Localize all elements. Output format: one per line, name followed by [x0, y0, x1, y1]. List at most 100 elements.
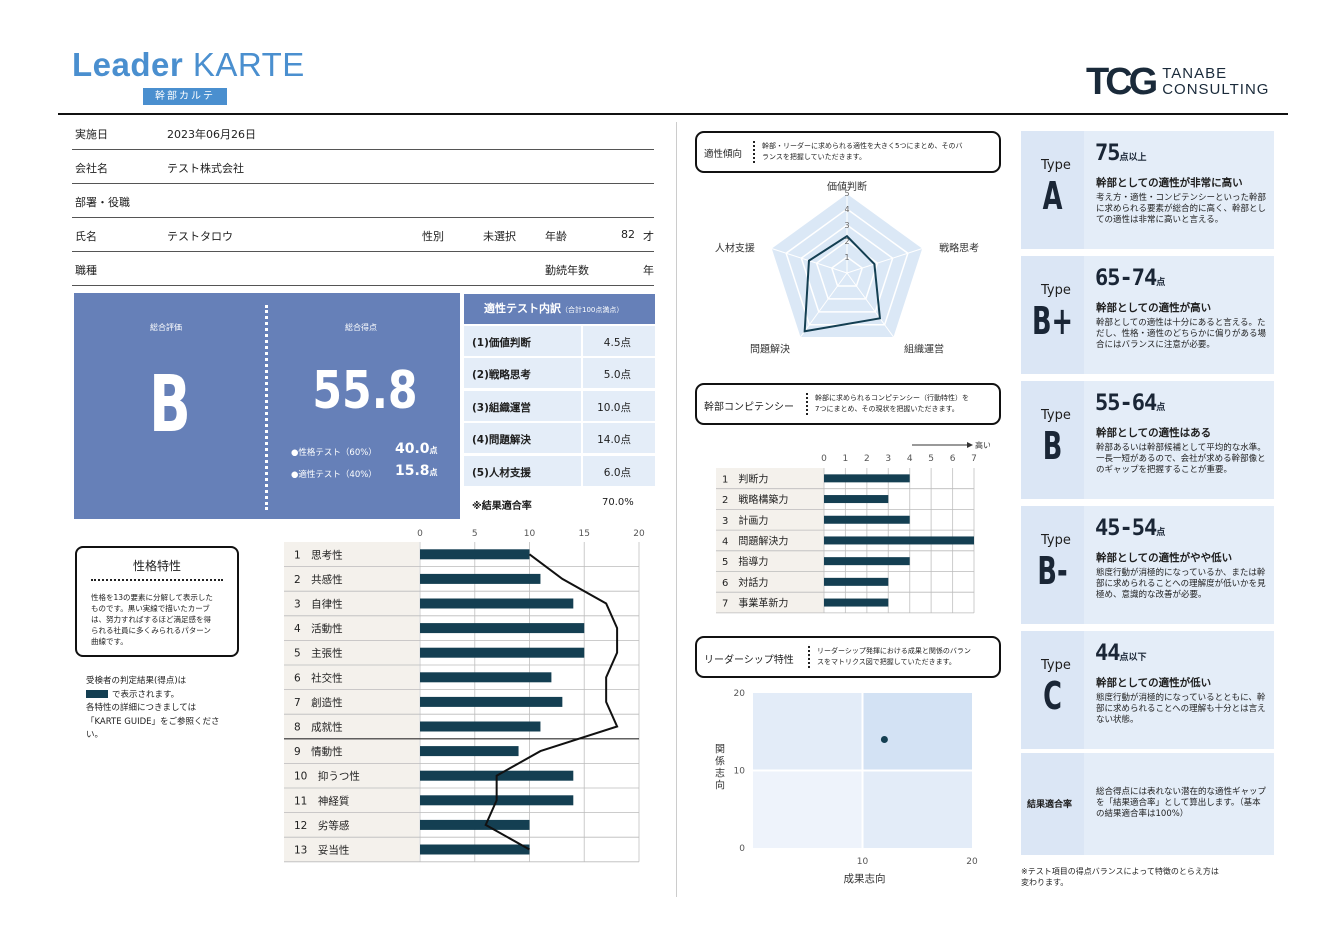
type-word: Type [1041, 283, 1071, 298]
bar [824, 557, 910, 566]
category-label: 3 自律性 [294, 598, 343, 611]
breakdown-row: (5)人材支援 6.0点 [464, 456, 655, 486]
type-range-unit: 点 [1156, 528, 1166, 538]
date-label: 実施日 [75, 128, 108, 141]
type-word: Type [1041, 158, 1071, 173]
aptitude-score-value: 15.8 [395, 463, 430, 479]
legend-note-line: 受検者の判定結果(得点)は [86, 676, 187, 686]
row-divider [72, 183, 654, 184]
y-axis-label: 関 [715, 744, 725, 756]
x-tick-label: 1 [843, 454, 849, 464]
type-description: 態度行動が消極的になっているか、または幹部に求められることへの理解度が低いかを見… [1096, 568, 1266, 600]
row-divider [72, 217, 654, 218]
x-axis-label: 成果志向 [844, 872, 886, 885]
type-heading: 幹部としての適性が低い [1096, 677, 1212, 689]
type-card-c: Type C 44点以下 幹部としての適性が低い 態度行動が消極的になっていると… [1021, 631, 1274, 749]
total-score: 55.8 [312, 361, 418, 421]
competency-bar-chart: 高い 0 1 2 3 4 5 6 7 1 判断力 2 戦略構築力 3 計画力 4 問題解決力 5 指導力 6… [716, 440, 990, 614]
type-letter: B- [1037, 549, 1068, 593]
x-tick-label: 3 [885, 454, 891, 464]
age-unit: 才 [643, 230, 654, 243]
date-value: 2023年06月26日 [167, 128, 256, 141]
gender-label: 性別 [422, 230, 444, 243]
reference-curve [484, 553, 619, 851]
personality-score-unit: 点 [429, 446, 438, 455]
radar-tick-label: 4 [844, 205, 849, 214]
company-logo: TCG TANABE CONSULTING [1086, 61, 1269, 103]
x-tick-label: 6 [950, 454, 956, 464]
x-tick-label: 20 [966, 857, 978, 867]
category-label: 2 戦略構築力 [722, 493, 788, 506]
category-label: 7 事業革新力 [722, 597, 788, 610]
type-word: Type [1041, 408, 1071, 423]
radar-tick-label: 2 [844, 237, 849, 246]
radar-axis-label: 戦略思考 [939, 241, 979, 254]
quadrant [753, 770, 863, 848]
gender-value: 未選択 [483, 230, 516, 243]
category-label: 4 活動性 [294, 622, 343, 635]
type-description: 幹部としての適性は十分にあると言える。ただし、性格・適性のどちらかに偏りがある場… [1096, 318, 1267, 350]
row-divider [72, 285, 654, 286]
type-range-unit: 点 [1156, 403, 1166, 413]
x-tick-label: 0 [417, 529, 423, 539]
leadership-title: リーダーシップ特性 [704, 655, 794, 666]
radar-tick-label: 5 [844, 189, 849, 198]
legend-swatch [86, 690, 108, 698]
type-range-unit: 点 [1156, 278, 1166, 288]
type-range-unit: 点以上 [1119, 153, 1147, 163]
personality-bar-chart: 0 5 10 15 20 1 思考性 2 共感性 3 自律性 4 活動性 5 主張性 6 社交性 7 … [284, 529, 645, 863]
category-label: 8 成就性 [294, 721, 343, 734]
label-column-bg [284, 542, 419, 862]
category-label: 4 問題解決力 [722, 534, 788, 547]
category-label: 3 計画力 [722, 514, 768, 527]
radar-spoke [846, 272, 895, 339]
x-tick-label: 4 [907, 454, 913, 464]
x-tick-label: 10 [524, 529, 536, 539]
category-label: 9 情動性 [294, 745, 343, 758]
tenure-unit: 年 [643, 264, 654, 277]
personality-desc-line: ものです。黒い実線で描いたカーブ [91, 604, 210, 613]
legend-note-line: 「KARTE GUIDE」をご参照くださ [86, 716, 220, 727]
data-point [880, 736, 888, 743]
y-tick-label: 10 [734, 767, 746, 777]
x-tick-label: 7 [971, 454, 977, 464]
bar [420, 647, 585, 658]
x-tick-label: 20 [633, 529, 645, 539]
radar-axis-label: 問題解決 [750, 343, 790, 356]
type-description: 考え方・適性・コンピテンシーといった幹部に求められる要素が総合的に高く、幹部とし… [1096, 193, 1267, 225]
radar-axis-label: 人材支援 [715, 241, 755, 254]
competency-desc: 7つにまとめ、その現状を把握いただきます。 [815, 405, 959, 413]
type-description: 幹部あるいは幹部候補として平均的な水準。一長一短があるので、会社が求める幹部像と… [1096, 443, 1266, 475]
type-card-b-minus: Type B- 45-54点 幹部としての適性がやや低い 態度行動が消極的になっ… [1021, 506, 1274, 624]
scale-arrow-head [967, 442, 973, 448]
radar-grid-ring [800, 224, 894, 313]
x-tick-label: 0 [821, 454, 827, 464]
type-word: Type [1041, 658, 1071, 673]
category-label: 6 対話力 [722, 576, 768, 589]
aptitude-tendency-desc: ランスを把握していただきます。 [762, 153, 866, 161]
bar [824, 598, 889, 607]
karte-subtitle: 幹部カルテ [143, 88, 227, 105]
leadership-desc: リーダーシップ発揮における成果と関係のバラン [817, 647, 971, 655]
match-rate-label: ※結果適合率 [472, 501, 532, 512]
label-column-bg [716, 468, 824, 613]
name-value: テストタロウ [167, 230, 233, 243]
bar [824, 536, 974, 545]
type-heading: 幹部としての適性がやや低い [1096, 552, 1233, 564]
personality-score-label: ●性格テスト（60%） [291, 448, 377, 458]
category-label: 13 妥当性 [294, 844, 349, 857]
competency-desc: 幹部に求められるコンピテンシー（行動特性）を [815, 394, 969, 402]
personality-desc-line: 曲線です。 [91, 637, 128, 646]
leadership-desc: スをマトリクス図で把握していただきます。 [817, 658, 956, 666]
radar-axis-label: 組織運営 [904, 343, 944, 356]
personality-title-rule [91, 579, 223, 581]
x-tick-label: 10 [857, 857, 869, 867]
radar-series [803, 234, 882, 333]
category-label: 1 判断力 [722, 472, 768, 485]
x-tick-label: 5 [472, 529, 478, 539]
personality-desc-line: 性格を13の要素に分解して表示した [91, 593, 213, 602]
bar [420, 623, 585, 634]
tenure-label: 勤続年数 [545, 264, 589, 277]
